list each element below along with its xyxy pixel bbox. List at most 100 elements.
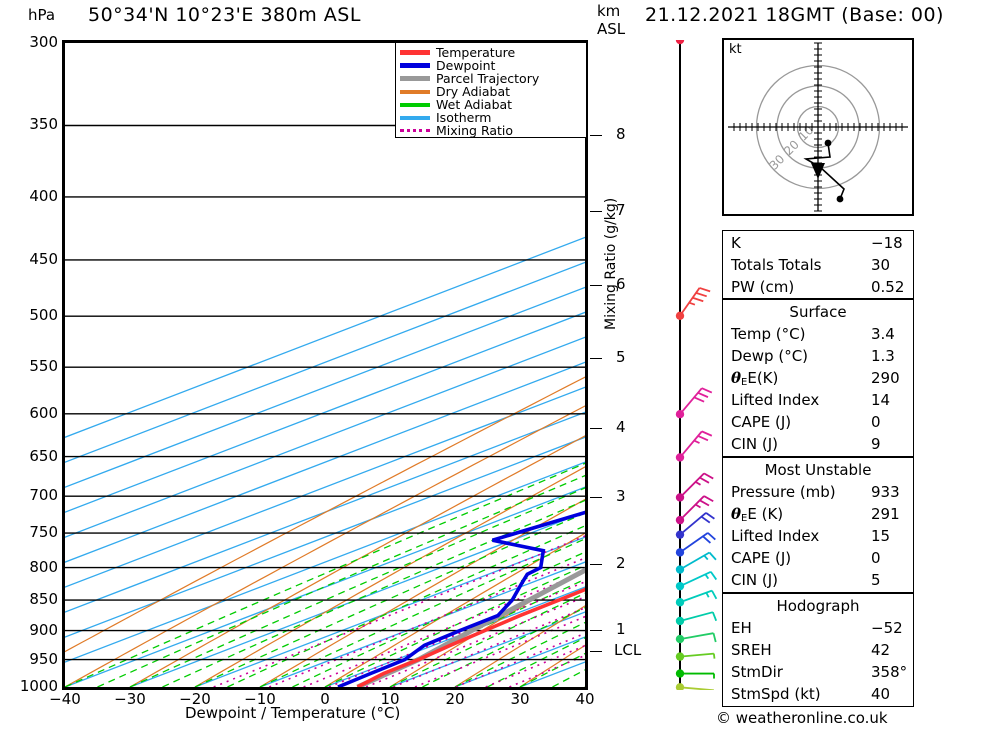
table-row-value: 0 [871,549,881,567]
height-tick-label: 4 [616,418,626,437]
wind-barb-half [688,301,696,306]
temperature-tick-label: 0 [320,690,330,708]
indices-table: K −18 Totals Totals 30 PW (cm) 0.52 [722,230,914,299]
wet-adiabat-line [259,538,585,687]
wet-adiabat-line [292,551,585,687]
hodograph-unit-label: kt [729,42,742,57]
legend-item-label: Parcel Trajectory [436,71,540,86]
surface-table: Surface Temp (°C) 3.4 Dewp (°C) 1.3 θEE(K) 290… [722,299,914,457]
pressure-tick-label: 800 [29,557,58,576]
pressure-tick-label: 500 [29,306,58,325]
pressure-tick-label: 850 [29,590,58,609]
most-unstable-row: CAPE (J) 0 [723,546,913,568]
wet-adiabat-line [194,512,585,687]
most-unstable-row: θEE (K) 291 [723,502,913,524]
legend-item: Mixing Ratio [400,124,582,137]
table-row-value: 30 [871,256,891,274]
page-title: 50°34'N 10°23'E 380m ASL [88,4,361,26]
wind-barb-staff [679,611,714,622]
table-row-label: θEE(K) [731,369,779,388]
pressure-tick-label: 950 [29,649,58,668]
hodograph-stats-table: Hodograph EH −52 SREH 42 StmDir 358° StmSpd (kt… [722,593,914,707]
wind-barb [675,589,718,607]
height-tick-label: 7 [616,200,626,219]
wind-barb [675,287,711,320]
height-tick-label: 3 [616,487,626,506]
wind-barb-full [699,287,711,293]
dry-adiabat-line [259,498,585,687]
wet-adiabat-line [422,607,585,687]
wind-barb [675,683,715,696]
pressure-tick-label: 350 [29,115,58,134]
legend-color-swatch [400,102,430,107]
wind-barb [675,512,715,539]
hodograph-endpoint [836,195,844,203]
wet-adiabat-line [227,525,585,687]
height-tick-label: 8 [616,124,626,143]
temperature-curve [356,587,585,687]
wind-barb-staff [679,652,714,658]
dry-adiabat-line [65,405,585,687]
height-tick-mark [590,629,602,631]
isotherm-line [65,486,585,687]
hodograph-endpoint [824,139,832,147]
surface-row: Temp (°C) 3.4 [723,322,913,344]
isotherm-line [65,311,585,513]
temperature-tick-label: 20 [445,690,465,708]
table-row-value: 1.3 [871,347,895,365]
mixing-ratio-line [485,644,585,687]
pressure-tick-label: 600 [29,403,58,422]
wind-barb-full [700,515,711,524]
table-row-value: −18 [871,234,903,252]
skewt-diagram: 12346810152025 [65,124,585,687]
wet-adiabat-line [129,487,585,687]
skewt-plot-area[interactable]: 12346810152025 [62,40,588,690]
legend-item-label: Isotherm [436,110,492,125]
most-unstable-row: Lifted Index 15 [723,524,913,546]
copyright-notice: © weatheronline.co.uk [716,709,888,727]
wind-barb-half [712,653,716,659]
dry-adiabat-line [324,532,585,687]
height-tick-label: 1 [616,619,626,638]
wind-barb-full [697,435,709,442]
temperature-tick-label: 30 [510,690,530,708]
copyright-text: weatheronline.co.uk [735,709,888,727]
table-row-label: CIN (J) [731,435,779,453]
wind-barb-full [708,551,717,561]
table-row-value: 0.52 [871,278,905,296]
wind-barb-full [707,532,716,541]
table-row-value: 42 [871,641,891,659]
isotherm-line [65,461,585,663]
height-tick-label: 5 [616,347,626,366]
datetime-label: 21.12.2021 18GMT (Base: 00) [645,4,944,26]
table-title: Surface [789,303,847,321]
table-row-label: StmSpd (kt) [731,685,821,703]
surface-row: CIN (J) 9 [723,432,913,454]
pressure-tick-label: 650 [29,446,58,465]
isotherm-line [65,386,585,588]
temperature-tick-label: −30 [114,690,146,708]
surface-row: Lifted Index 14 [723,388,913,410]
wind-barb-full [699,499,710,507]
table-row-label: Totals Totals [731,256,822,274]
wind-barb-full [702,535,711,544]
hodograph-panel[interactable]: kt 10 20 30 [722,38,914,216]
x-axis-title: Dewpoint / Temperature (°C) [185,704,401,722]
table-row-label: Lifted Index [731,527,820,545]
mixing-ratio-line [365,595,585,687]
pressure-tick-label: 450 [29,249,58,268]
table-row-value: 290 [871,369,900,387]
wind-barb-full [710,571,718,581]
legend-item-label: Wet Adiabat [436,97,513,112]
wind-barb-full [703,472,714,480]
legend-item: Wet Adiabat [400,98,582,111]
height-tick-mark [590,285,602,287]
wind-barb-half [704,573,710,580]
wind-barb-half [695,481,701,486]
hodograph-ring-label: 20 [781,137,802,158]
table-row-value: 291 [871,505,900,523]
table-row-label: CIN (J) [731,571,779,589]
legend: Temperature Dewpoint Parcel Trajectory Dry … [395,42,587,138]
temperature-tick-label: −40 [49,690,81,708]
temperature-tick-label: −10 [244,690,276,708]
